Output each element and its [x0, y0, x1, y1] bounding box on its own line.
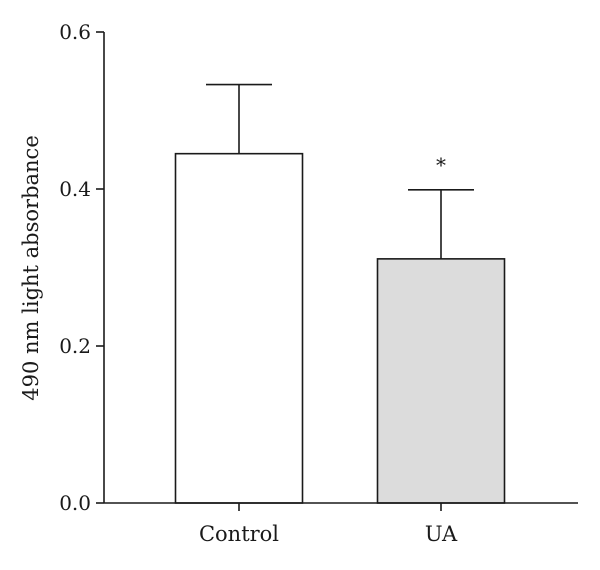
labels-layer: 0.0 0.2 0.4 0.6 Control UA *	[59, 20, 458, 546]
y-tick-label: 0.4	[59, 177, 91, 201]
bars-layer	[174, 152, 506, 504]
y-tick-label: 0.2	[59, 334, 91, 358]
y-axis-label: 490 nm light absorbance	[19, 135, 43, 400]
x-tick-label: Control	[199, 522, 279, 546]
y-tick-label: 0.0	[59, 491, 91, 515]
error-bars-layer	[206, 83, 474, 259]
x-tick-label: UA	[425, 522, 458, 546]
bar-control	[174, 152, 304, 504]
significance-marker: *	[436, 153, 446, 177]
bar-ua	[376, 258, 506, 504]
axes-layer	[96, 31, 578, 511]
y-tick-label: 0.6	[59, 20, 91, 44]
